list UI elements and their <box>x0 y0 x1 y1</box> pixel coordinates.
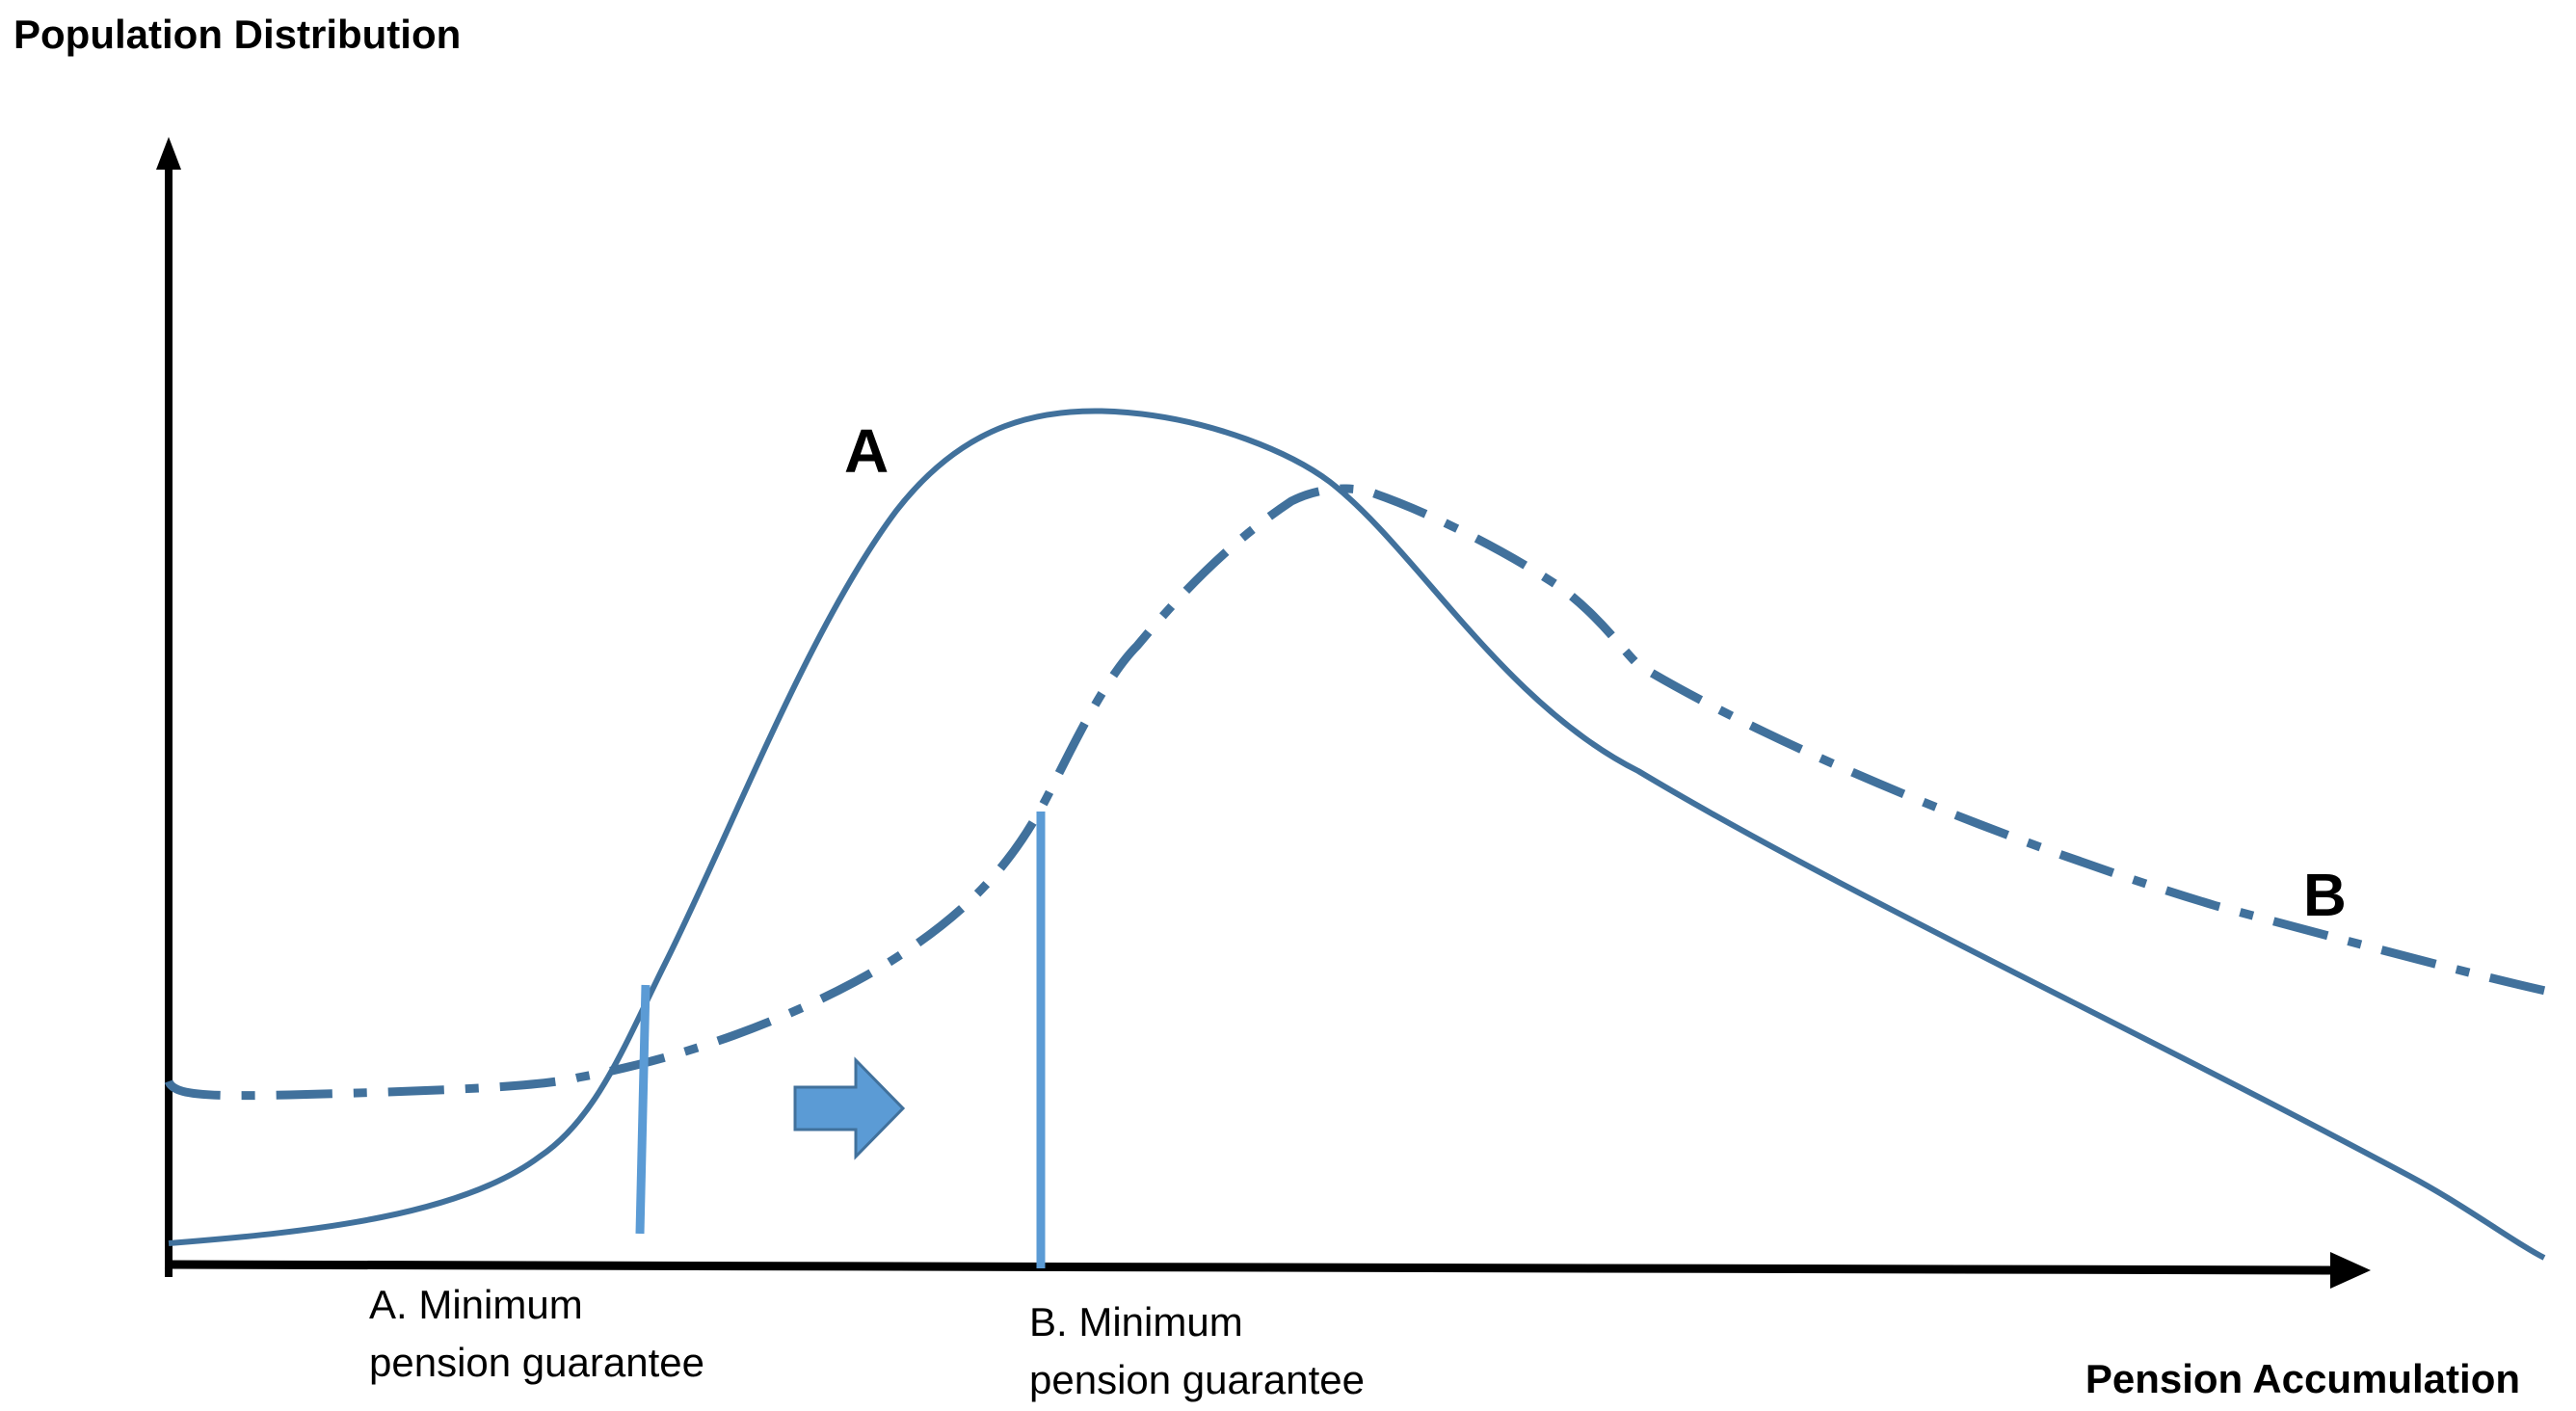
x-axis-arrowhead <box>2330 1252 2371 1289</box>
curve-a <box>168 408 2546 1261</box>
curve-b <box>164 484 2555 1101</box>
x-axis-line <box>164 1260 2333 1275</box>
guarantee-a-label-line1: A. Minimum <box>369 1282 583 1327</box>
y-axis-label: Population Distribution <box>13 12 461 57</box>
guarantee-b-label-line2: pension guarantee <box>1029 1357 1365 1402</box>
shift-arrow-icon <box>793 1056 906 1160</box>
guarantee-a-label-line2: pension guarantee <box>369 1340 704 1385</box>
curve-a-label: A <box>844 416 889 486</box>
guarantee-line-a <box>635 984 651 1235</box>
curve-b-label: B <box>2303 863 2347 929</box>
x-axis-label: Pension Accumulation <box>2085 1356 2520 1401</box>
guarantee-b-label-line1: B. Minimum <box>1029 1299 1243 1344</box>
y-axis-arrowhead <box>156 137 181 170</box>
